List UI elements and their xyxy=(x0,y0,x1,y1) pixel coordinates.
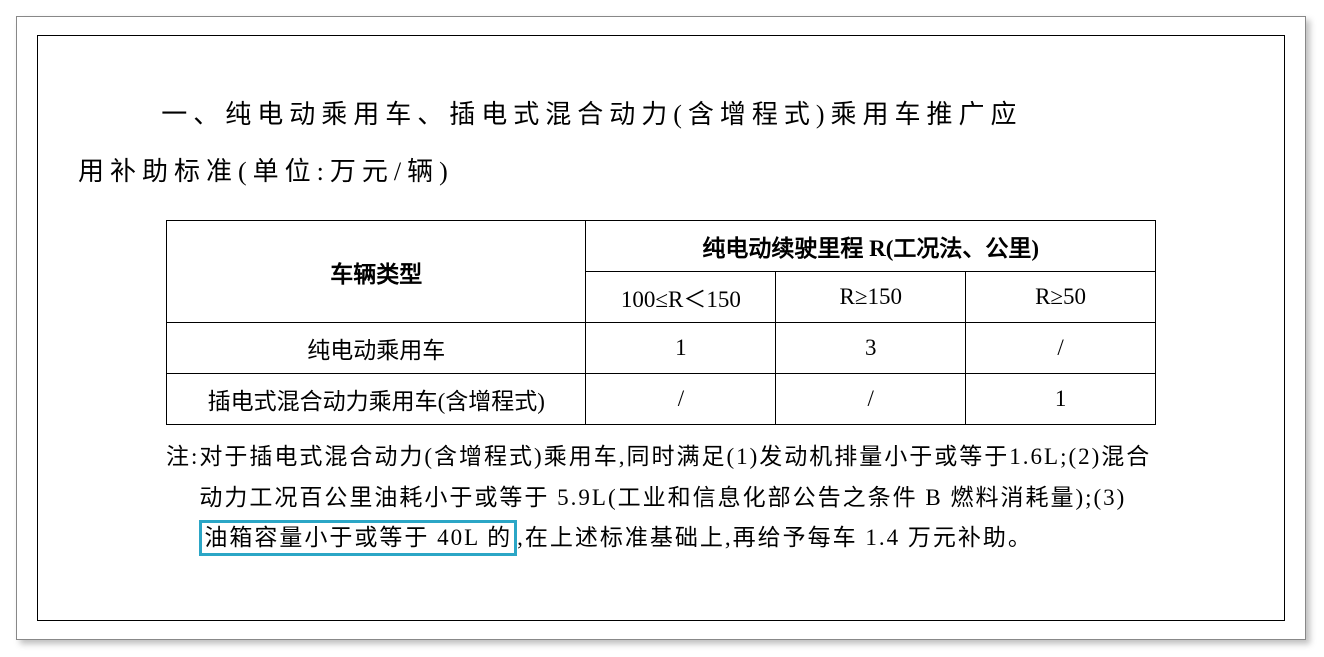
footnote-body: 对于插电式混合动力(含增程式)乘用车,同时满足(1)发动机排量小于或等于1.6L… xyxy=(199,437,1156,558)
cell-type-0: 纯电动乘用车 xyxy=(167,323,586,374)
section-heading: 一、纯电动乘用车、插电式混合动力(含增程式)乘用车推广应 用补助标准(单位:万元… xyxy=(78,86,1244,200)
document-content: 一、纯电动乘用车、插电式混合动力(含增程式)乘用车推广应 用补助标准(单位:万元… xyxy=(37,35,1285,621)
cell-0-1: 3 xyxy=(776,323,966,374)
table-row: 纯电动乘用车 1 3 / xyxy=(167,323,1156,374)
header-range-2: R≥50 xyxy=(966,272,1156,323)
footnote-highlight: 油箱容量小于或等于 40L 的 xyxy=(199,520,517,556)
document-frame: 一、纯电动乘用车、插电式混合动力(含增程式)乘用车推广应 用补助标准(单位:万元… xyxy=(16,16,1306,640)
footnote: 注: 对于插电式混合动力(含增程式)乘用车,同时满足(1)发动机排量小于或等于1… xyxy=(166,437,1156,558)
table-header-row-1: 车辆类型 纯电动续驶里程 R(工况法、公里) xyxy=(167,221,1156,272)
subsidy-table: 车辆类型 纯电动续驶里程 R(工况法、公里) 100≤R＜150 R≥150 R… xyxy=(166,220,1156,425)
cell-0-0: 1 xyxy=(586,323,776,374)
table-row: 插电式混合动力乘用车(含增程式) / / 1 xyxy=(167,374,1156,425)
header-range-title: 纯电动续驶里程 R(工况法、公里) xyxy=(586,221,1156,272)
header-range-1: R≥150 xyxy=(776,272,966,323)
heading-line-1: 一、纯电动乘用车、插电式混合动力(含增程式)乘用车推广应 xyxy=(78,86,1244,143)
heading-line-2: 用补助标准(单位:万元/辆) xyxy=(78,143,1244,200)
footnote-pre: 对于插电式混合动力(含增程式)乘用车,同时满足(1)发动机排量小于或等于1.6L… xyxy=(199,444,1151,509)
footnote-post: ,在上述标准基础上,再给予每车 1.4 万元补助。 xyxy=(517,525,1033,550)
header-range-0: 100≤R＜150 xyxy=(586,272,776,323)
cell-1-1: / xyxy=(776,374,966,425)
cell-type-1: 插电式混合动力乘用车(含增程式) xyxy=(167,374,586,425)
header-vehicle-type: 车辆类型 xyxy=(167,221,586,323)
cell-1-2: 1 xyxy=(966,374,1156,425)
cell-1-0: / xyxy=(586,374,776,425)
footnote-label: 注: xyxy=(166,437,199,558)
cell-0-2: / xyxy=(966,323,1156,374)
